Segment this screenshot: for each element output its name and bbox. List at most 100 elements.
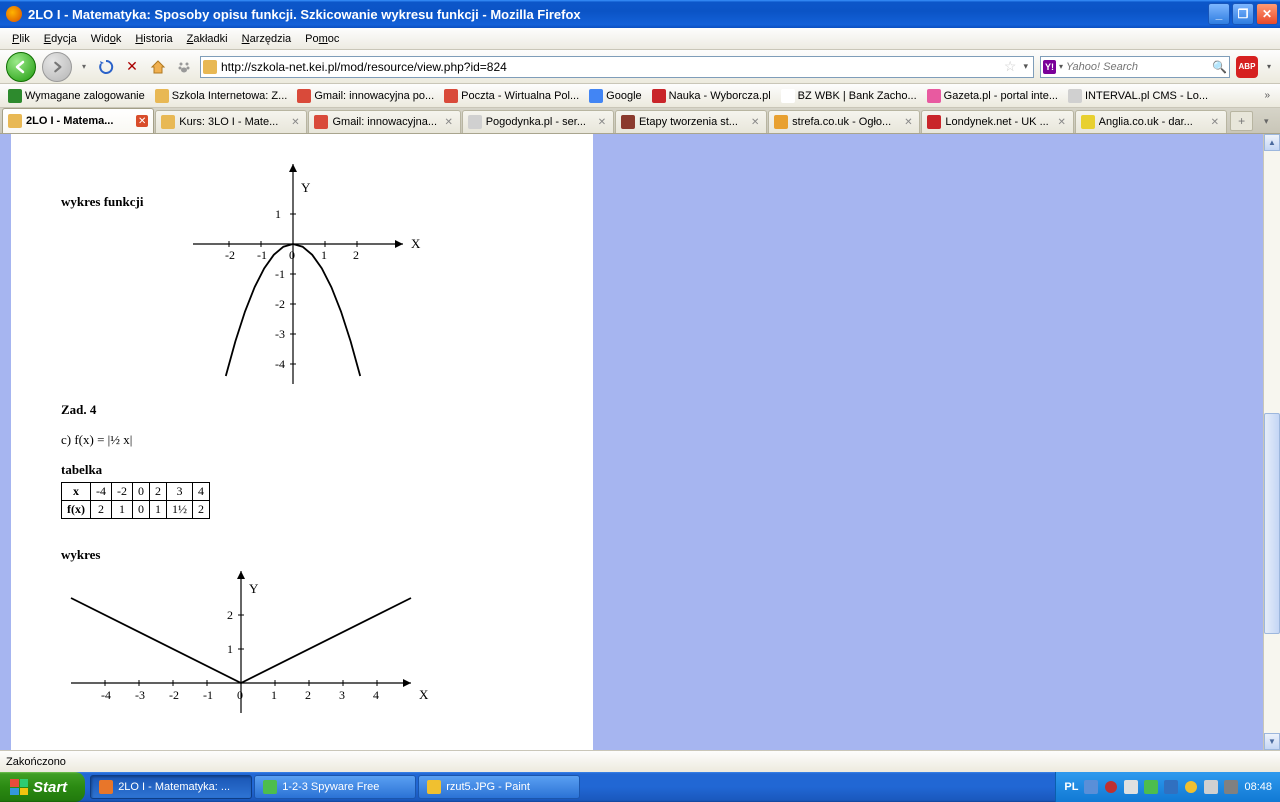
tray-icon-2[interactable] bbox=[1104, 780, 1118, 794]
bookmark-star-icon[interactable]: ☆ bbox=[1004, 58, 1017, 75]
label-wykres-funkcji: wykres funkcji bbox=[61, 194, 143, 209]
stop-button[interactable]: ✕ bbox=[122, 57, 142, 77]
bookmark-item[interactable]: Gmail: innowacyjna po... bbox=[293, 87, 438, 105]
label-wykres: wykres bbox=[61, 547, 100, 562]
bookmark-item[interactable]: Nauka - Wyborcza.pl bbox=[648, 87, 775, 105]
tab-close-icon[interactable]: ✕ bbox=[289, 116, 301, 128]
forward-button[interactable] bbox=[42, 52, 72, 82]
tray-icon-1[interactable] bbox=[1084, 780, 1098, 794]
taskbar-button[interactable]: 2LO I - Matematyka: ... bbox=[90, 775, 252, 799]
scroll-down-button[interactable]: ▼ bbox=[1264, 733, 1280, 750]
bookmark-item[interactable]: Szkola Internetowa: Z... bbox=[151, 87, 292, 105]
bookmarks-overflow[interactable]: » bbox=[1258, 90, 1276, 101]
svg-text:-3: -3 bbox=[275, 327, 285, 341]
maximize-button[interactable]: ❐ bbox=[1232, 3, 1254, 25]
menu-zakładki[interactable]: Zakładki bbox=[181, 31, 234, 47]
tab-close-icon[interactable]: ✕ bbox=[443, 116, 455, 128]
tray-icon-7[interactable] bbox=[1204, 780, 1218, 794]
adblock-icon[interactable]: ABP bbox=[1236, 56, 1258, 78]
back-button[interactable] bbox=[6, 52, 36, 82]
browser-tab[interactable]: Etapy tworzenia st...✕ bbox=[615, 110, 767, 133]
yahoo-icon[interactable]: Y! bbox=[1043, 60, 1056, 74]
bookmark-favicon bbox=[1068, 89, 1082, 103]
svg-text:0: 0 bbox=[289, 248, 295, 262]
svg-text:Y: Y bbox=[301, 180, 311, 195]
browser-tab[interactable]: Londynek.net - UK ...✕ bbox=[921, 110, 1073, 133]
home-button[interactable] bbox=[148, 57, 168, 77]
browser-tab[interactable]: Anglia.co.uk - dar...✕ bbox=[1075, 110, 1227, 133]
menu-pomoc[interactable]: Pomoc bbox=[299, 31, 345, 47]
menu-narzędzia[interactable]: Narzędzia bbox=[236, 31, 298, 47]
menu-widok[interactable]: Widok bbox=[85, 31, 128, 47]
label-formula: c) f(x) = |½ x| bbox=[61, 432, 563, 448]
svg-text:X: X bbox=[411, 236, 421, 251]
scroll-up-button[interactable]: ▲ bbox=[1264, 134, 1280, 151]
search-input[interactable] bbox=[1066, 61, 1209, 73]
browser-tab[interactable]: Kurs: 3LO I - Mate...✕ bbox=[155, 110, 307, 133]
tabs-dropdown[interactable]: ▾ bbox=[1254, 111, 1278, 131]
tab-close-icon[interactable]: ✕ bbox=[1209, 116, 1221, 128]
tray-icon-5[interactable] bbox=[1164, 780, 1178, 794]
bookmark-favicon bbox=[589, 89, 603, 103]
nav-history-dropdown[interactable]: ▾ bbox=[78, 56, 90, 78]
tray-icon-6[interactable] bbox=[1184, 780, 1198, 794]
start-button[interactable]: Start bbox=[0, 772, 85, 802]
svg-text:-4: -4 bbox=[101, 688, 111, 702]
menu-edycja[interactable]: Edycja bbox=[38, 31, 83, 47]
system-tray[interactable]: PL 08:48 bbox=[1055, 772, 1280, 802]
browser-tab[interactable]: strefa.co.uk - Ogło...✕ bbox=[768, 110, 920, 133]
url-input[interactable] bbox=[221, 60, 1000, 74]
new-tab-button[interactable]: + bbox=[1230, 111, 1254, 131]
search-engine-dropdown[interactable]: ▾ bbox=[1059, 62, 1063, 71]
minimize-button[interactable]: _ bbox=[1208, 3, 1230, 25]
bookmarks-toolbar: Wymagane zalogowanieSzkola Internetowa: … bbox=[0, 84, 1280, 108]
vertical-scrollbar[interactable]: ▲ ▼ bbox=[1263, 134, 1280, 750]
tray-icon-3[interactable] bbox=[1124, 780, 1138, 794]
browser-tab[interactable]: 2LO I - Matema...✕ bbox=[2, 108, 154, 133]
tab-close-icon[interactable]: ✕ bbox=[749, 116, 761, 128]
bookmark-item[interactable]: Gazeta.pl - portal inte... bbox=[923, 87, 1062, 105]
menu-historia[interactable]: Historia bbox=[129, 31, 178, 47]
tab-close-icon[interactable]: ✕ bbox=[1056, 116, 1068, 128]
document-background bbox=[593, 134, 1263, 750]
browser-tab[interactable]: Gmail: innowacyjna...✕ bbox=[308, 110, 460, 133]
bookmark-item[interactable]: INTERVAL.pl CMS - Lo... bbox=[1064, 87, 1212, 105]
bookmark-item[interactable]: BZ WBK | Bank Zacho... bbox=[777, 87, 921, 105]
bookmark-favicon bbox=[444, 89, 458, 103]
bookmark-item[interactable]: Poczta - Wirtualna Pol... bbox=[440, 87, 583, 105]
abp-dropdown[interactable]: ▾ bbox=[1264, 62, 1274, 71]
tray-icon-8[interactable] bbox=[1224, 780, 1238, 794]
paw-icon[interactable] bbox=[174, 57, 194, 77]
svg-text:-1: -1 bbox=[203, 688, 213, 702]
tab-close-icon[interactable]: ✕ bbox=[902, 116, 914, 128]
url-bar[interactable]: ☆ ▾ bbox=[200, 56, 1034, 78]
tab-close-icon[interactable]: ✕ bbox=[596, 116, 608, 128]
bookmark-item[interactable]: Google bbox=[585, 87, 645, 105]
tab-favicon bbox=[314, 115, 328, 129]
svg-text:Y: Y bbox=[249, 581, 259, 596]
reload-button[interactable] bbox=[96, 57, 116, 77]
close-button[interactable]: ✕ bbox=[1256, 3, 1278, 25]
tray-icon-4[interactable] bbox=[1144, 780, 1158, 794]
language-indicator[interactable]: PL bbox=[1064, 781, 1078, 793]
tab-strip: 2LO I - Matema...✕Kurs: 3LO I - Mate...✕… bbox=[0, 108, 1280, 134]
clock[interactable]: 08:48 bbox=[1244, 781, 1272, 793]
label-zad: Zad. 4 bbox=[61, 402, 96, 417]
url-dropdown[interactable]: ▾ bbox=[1020, 61, 1031, 72]
search-bar[interactable]: Y! ▾ 🔍 bbox=[1040, 56, 1230, 78]
svg-text:3: 3 bbox=[339, 688, 345, 702]
search-icon[interactable]: 🔍 bbox=[1212, 60, 1227, 74]
taskbar-app-icon bbox=[263, 780, 277, 794]
bookmark-item[interactable]: Wymagane zalogowanie bbox=[4, 87, 149, 105]
taskbar-app-icon bbox=[427, 780, 441, 794]
browser-tab[interactable]: Pogodynka.pl - ser...✕ bbox=[462, 110, 614, 133]
windows-logo-icon bbox=[10, 779, 28, 795]
menu-plik[interactable]: Plik bbox=[6, 31, 36, 47]
taskbar-button[interactable]: rzut5.JPG - Paint bbox=[418, 775, 580, 799]
svg-text:-1: -1 bbox=[275, 267, 285, 281]
scroll-thumb[interactable] bbox=[1264, 413, 1280, 634]
scroll-track[interactable] bbox=[1264, 151, 1280, 733]
chart-absolute: XY-4-3-2-10123412 bbox=[41, 563, 441, 723]
tab-close-icon[interactable]: ✕ bbox=[136, 115, 148, 127]
taskbar-button[interactable]: 1-2-3 Spyware Free bbox=[254, 775, 416, 799]
